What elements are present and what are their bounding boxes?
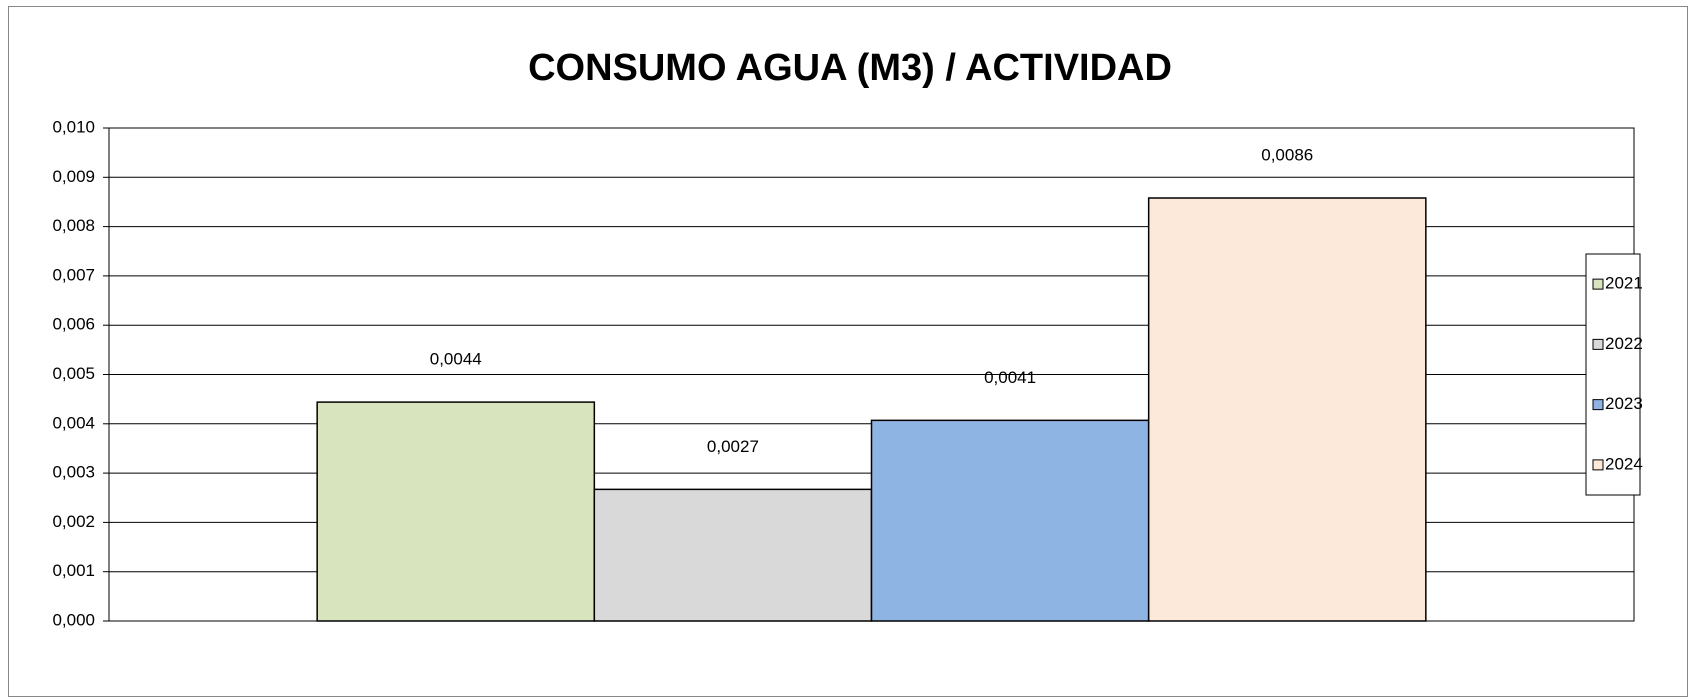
legend-swatch [1592,278,1604,290]
y-tick-label: 0,007 [52,265,95,284]
bar [1147,197,1427,622]
legend-box [1585,253,1641,496]
y-tick-label: 0,001 [52,561,95,580]
data-label: 0,0027 [707,437,759,456]
y-tick-label: 0,004 [52,413,95,432]
y-tick-label: 0,006 [52,315,95,334]
y-tick-label: 0,009 [52,167,95,186]
chart-title: CONSUMO AGUA (M3) / ACTIVIDAD [528,47,1172,89]
legend-swatch [1592,338,1604,350]
legend-label: 2024 [1605,454,1643,473]
bar [316,401,596,622]
y-tick-label: 0,008 [52,216,95,235]
data-label: 0,0041 [984,368,1036,387]
legend-swatch [1592,399,1604,411]
legend-label: 2021 [1605,274,1643,293]
legend-label: 2022 [1605,334,1643,353]
bar [870,419,1150,622]
data-label: 0,0044 [430,350,482,369]
y-tick-label: 0,000 [52,610,95,629]
y-tick-label: 0,010 [52,117,95,136]
legend-label: 2023 [1605,394,1643,413]
bar [593,488,873,622]
y-tick-label: 0,005 [52,364,95,383]
y-tick-label: 0,003 [52,463,95,482]
legend-swatch [1592,459,1604,471]
y-tick-label: 0,002 [52,512,95,531]
data-label: 0,0086 [1261,145,1313,164]
